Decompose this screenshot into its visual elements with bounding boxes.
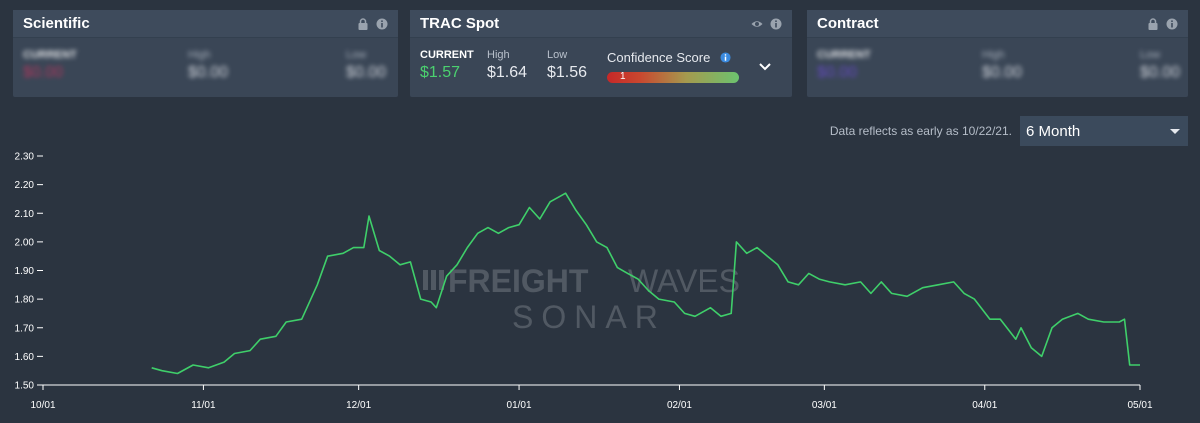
low-value: $1.56 (547, 64, 588, 81)
x-tick-label: 12/01 (346, 400, 371, 411)
high-label: High (188, 49, 211, 61)
confidence-value: 1 (620, 71, 626, 82)
eye-icon[interactable] (751, 18, 763, 30)
scientific-stats: CURRENT $0.00 High $0.00 Low $0.00 (13, 38, 398, 97)
chevron-down-icon[interactable] (758, 62, 772, 72)
current-value: $1.57 (420, 64, 461, 81)
watermark-waves: WAVES (628, 263, 740, 299)
contract-stats: CURRENT $0.00 High $0.00 Low $0.00 (807, 38, 1188, 97)
high-label: High (982, 49, 1005, 61)
low-label: Low (1140, 49, 1161, 61)
current-value: $0.00 (23, 64, 64, 81)
current-value: $0.00 (817, 64, 858, 81)
x-tick-label: 04/01 (972, 400, 997, 411)
y-tick-label: 1.50 (15, 381, 35, 392)
trac-spot-title: TRAC Spot (420, 15, 500, 32)
y-tick-label: 2.20 (15, 180, 35, 191)
scientific-card: Scientific CURRENT $0.00 High $0.00 Low $0.… (13, 10, 398, 97)
low-label: Low (547, 49, 568, 61)
low-value: $0.00 (346, 64, 387, 81)
current-label: CURRENT (23, 49, 77, 61)
x-tick-label: 02/01 (667, 400, 692, 411)
trac-spot-card: TRAC Spot CURRENT $1.57 High $1.64 Low $1.5… (410, 10, 792, 97)
high-value: $1.64 (487, 64, 528, 81)
confidence-label: Confidence Score (607, 50, 711, 65)
x-tick-label: 05/01 (1127, 400, 1152, 411)
data-note: Data reflects as early as 10/22/21. (829, 124, 1012, 138)
freightwaves-sonar-watermark: FREIGHT WAVES SONAR (423, 263, 740, 335)
range-select[interactable]: 6 Month (1020, 116, 1188, 146)
high-label: High (487, 49, 510, 61)
price-chart: FREIGHT WAVES SONAR 10/01 11/01 12/01 01/01… (15, 152, 1153, 412)
y-tick-label: 1.90 (15, 266, 35, 277)
info-icon[interactable] (376, 18, 388, 30)
low-label: Low (346, 49, 367, 61)
info-icon[interactable] (770, 18, 782, 30)
y-tick-label: 2.30 (15, 152, 35, 163)
x-tick-label: 10/01 (30, 400, 55, 411)
watermark-freight: FREIGHT (448, 263, 589, 299)
lock-icon[interactable] (357, 17, 369, 30)
watermark-sonar: SONAR (512, 299, 666, 335)
current-label: CURRENT (817, 49, 871, 61)
freightwaves-logo-icon (423, 270, 444, 290)
current-label: CURRENT (420, 49, 474, 61)
x-tick-label: 11/01 (191, 400, 216, 411)
y-tick-label: 2.00 (15, 237, 35, 248)
y-tick-label: 2.10 (15, 209, 35, 220)
contract-title: Contract (817, 15, 879, 32)
series-line (151, 192, 1140, 375)
x-tick-label: 01/01 (507, 400, 532, 411)
confidence-bar: 1 (607, 71, 739, 83)
contract-card: Contract CURRENT $0.00 High $0.00 Low $0.00 (807, 10, 1188, 97)
info-icon[interactable] (720, 52, 731, 63)
lock-icon[interactable] (1147, 17, 1159, 30)
y-tick-label: 1.60 (15, 352, 35, 363)
info-icon[interactable] (1166, 18, 1178, 30)
confidence-score: Confidence Score 1 (607, 49, 739, 83)
x-tick-label: 03/01 (812, 400, 837, 411)
low-value: $0.00 (1140, 64, 1181, 81)
high-value: $0.00 (982, 64, 1023, 81)
range-select-value: 6 Month (1026, 123, 1081, 140)
trac-spot-stats: CURRENT $1.57 High $1.64 Low $1.56 Confiden… (410, 38, 792, 97)
high-value: $0.00 (188, 64, 229, 81)
scientific-title: Scientific (23, 15, 90, 32)
chart-axes: 10/01 11/01 12/01 01/01 02/01 03/01 04/01 05/01… (15, 152, 1153, 412)
caret-down-icon[interactable] (1170, 129, 1180, 134)
y-tick-label: 1.70 (15, 323, 35, 334)
y-tick-label: 1.80 (15, 295, 35, 306)
